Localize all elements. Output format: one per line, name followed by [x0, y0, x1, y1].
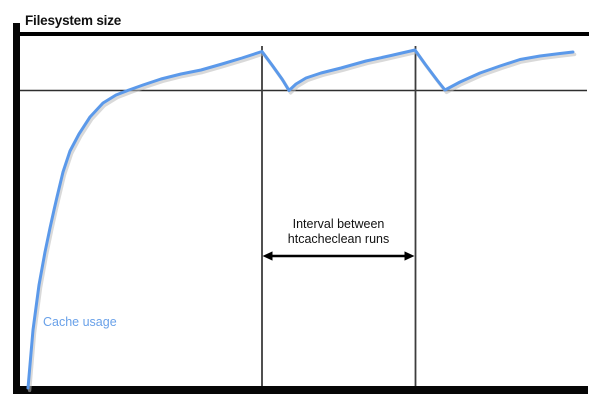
- interval-annotation-line1: Interval between: [292, 217, 385, 231]
- interval-annotation: Interval between htcacheclean runs: [262, 217, 415, 246]
- interval-arrow-right-head: [404, 251, 415, 261]
- x-axis: [13, 386, 588, 394]
- cache-usage-label: Cache usage: [43, 315, 117, 329]
- y-axis: [13, 23, 20, 394]
- cache-usage-curve: [26, 48, 575, 390]
- interval-annotation-line2: htcacheclean runs: [287, 231, 390, 246]
- chart-title: Filesystem size: [25, 13, 122, 28]
- interval-arrow-left-head: [262, 251, 273, 261]
